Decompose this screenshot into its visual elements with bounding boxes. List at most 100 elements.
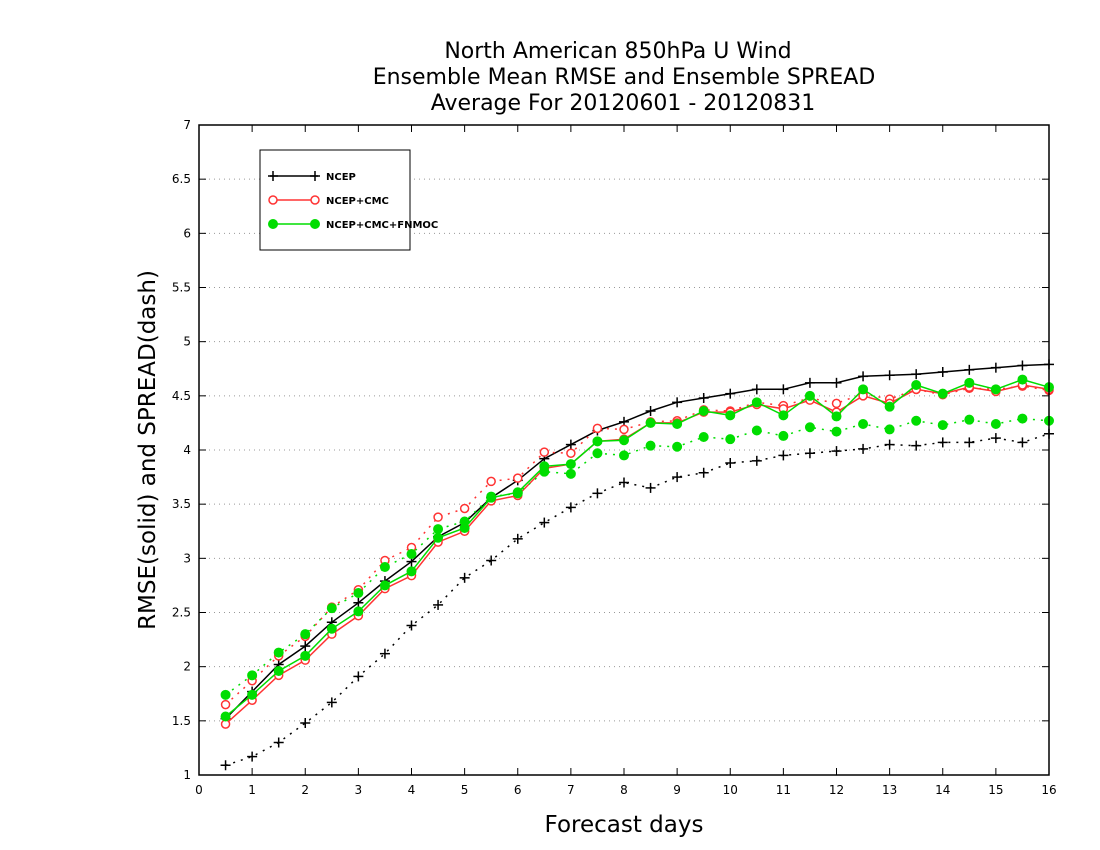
series-ncep-spread-point [565, 502, 576, 513]
y-tick-label: 5.5 [172, 281, 191, 295]
series-ncep-cmc-spread-line [225, 385, 1050, 706]
series-ncep-spread-point [858, 443, 869, 454]
series-ncep-rmse-point [831, 377, 842, 388]
series-ncep-cmc-fnmoc-rmse-point [698, 406, 709, 416]
series-ncep-cmc-spread-point [433, 512, 443, 522]
series-ncep-rmse-point [778, 384, 789, 395]
series-ncep-spread-point [433, 599, 444, 610]
series-ncep-rmse-point [884, 370, 895, 381]
series-ncep-cmc-fnmoc-spread-point [645, 440, 656, 451]
series-ncep-spread-point [300, 718, 311, 728]
series-ncep-cmc-fnmoc-rmse-point [592, 436, 603, 447]
series-ncep-cmc-fnmoc-spread-point [220, 689, 231, 700]
series-ncep-cmc-fnmoc-rmse-point [433, 532, 444, 543]
series-ncep-rmse-point [300, 641, 311, 652]
series-ncep-spread-point [539, 517, 550, 528]
series-ncep-cmc-fnmoc-rmse-line [225, 378, 1050, 718]
x-tick-label: 9 [673, 783, 681, 797]
series-ncep-cmc-fnmoc-rmse-point [406, 566, 417, 577]
y-tick-label: 1 [183, 768, 191, 782]
series-ncep-cmc-spread-point [486, 476, 496, 487]
legend-label: NCEP+CMC+FNMOC [326, 220, 438, 231]
series-ncep-cmc-fnmoc-spread-line [225, 417, 1050, 696]
series-ncep-spread-point [778, 450, 789, 461]
axis-ticks: 11.522.533.544.555.566.570 1 2 3 4 5 6 7 8 9 10 11 1… [172, 118, 1057, 797]
series-ncep-cmc-spread-point [539, 447, 550, 457]
x-axis-label: Forecast days [545, 812, 704, 838]
series-ncep-cmc-fnmoc-spread-point [247, 670, 258, 681]
series-ncep-spread-point [512, 533, 523, 544]
series-ncep-cmc-fnmoc-spread-point [273, 647, 284, 658]
series-ncep-cmc-fnmoc-spread-point [698, 432, 709, 442]
legend: NCEP NCEP+CMC NCEP+CMC+FNMOC [259, 149, 438, 251]
series-ncep-cmc-fnmoc-rmse-point [884, 401, 895, 412]
y-tick-label: 2 [183, 660, 191, 674]
series-ncep-cmc-fnmoc-spread-point [937, 420, 948, 431]
legend-marker [310, 195, 320, 205]
x-tick-label: 4 [408, 783, 416, 797]
y-tick-label: 4 [183, 443, 191, 457]
series-ncep-cmc-fnmoc-rmse-point [645, 417, 656, 428]
series-ncep-rmse-point [804, 377, 815, 388]
series-ncep-cmc-spread-point [566, 448, 576, 458]
series-ncep-rmse-point [1017, 360, 1028, 371]
series-ncep-cmc-fnmoc-spread-point [858, 419, 869, 429]
legend-marker [310, 219, 320, 229]
chart-title-line-3: Average For 20120601 - 20120831 [431, 91, 816, 116]
legend-marker [310, 171, 320, 181]
series-ncep-cmc-fnmoc-rmse-point [565, 459, 576, 470]
series-ncep-spread-point [247, 751, 258, 762]
series-ncep-rmse-point [964, 364, 975, 375]
x-tick-label: 14 [935, 783, 950, 797]
x-tick-label: 11 [776, 783, 791, 797]
y-tick-label: 1.5 [172, 714, 191, 728]
series-ncep-cmc-fnmoc-rmse-point [990, 384, 1001, 395]
x-tick-label: 12 [829, 783, 844, 797]
series-ncep-cmc-fnmoc-rmse-point [804, 390, 815, 401]
x-tick-label: 1 [248, 783, 256, 797]
series-ncep-cmc-fnmoc-spread-point [778, 430, 789, 441]
chart-title: North American 850hPa U Wind Ensemble Me… [373, 39, 876, 116]
series-ncep-cmc-fnmoc-spread-point [672, 441, 683, 452]
x-tick-label: 15 [988, 783, 1003, 797]
x-tick-label: 3 [355, 783, 363, 797]
series-ncep-cmc-fnmoc-spread-point [990, 419, 1001, 429]
series-ncep-cmc-spread-point [619, 424, 629, 435]
y-tick-label: 3 [183, 551, 191, 565]
series-ncep-cmc-fnmoc-spread-point [433, 524, 444, 535]
y-tick-label: 6.5 [172, 172, 191, 186]
series-ncep-spread-point [698, 467, 709, 478]
series-ncep-cmc-fnmoc-rmse-point [353, 606, 364, 617]
series-ncep-spread-point [937, 437, 948, 448]
y-tick-label: 5 [183, 335, 191, 349]
y-tick-label: 7 [183, 118, 191, 132]
series-ncep-spread-point [486, 555, 497, 566]
x-tick-label: 0 [195, 783, 203, 797]
series-ncep-cmc-fnmoc-rmse-point [1017, 374, 1028, 385]
series-ncep-spread-point [459, 572, 470, 583]
series-ncep-rmse-point [751, 384, 762, 395]
series-ncep-cmc-fnmoc-rmse-point [751, 397, 762, 408]
x-tick-label: 8 [620, 783, 628, 797]
series-ncep-cmc-fnmoc-spread-point [911, 415, 922, 426]
series-ncep-cmc-fnmoc-rmse-point [247, 689, 258, 700]
series-ncep-cmc-fnmoc-spread-point [406, 549, 417, 559]
series-ncep-spread-point [220, 760, 231, 771]
x-tick-label: 10 [723, 783, 738, 797]
series-ncep-cmc-fnmoc-rmse-point [300, 650, 311, 661]
series-ncep-spread-line [225, 433, 1050, 767]
x-tick-label: 7 [567, 783, 575, 797]
y-tick-label: 6 [183, 226, 191, 240]
series-ncep-cmc-fnmoc-spread-point [831, 426, 842, 437]
series-ncep-cmc-fnmoc-rmse-point [778, 410, 789, 421]
series [220, 359, 1054, 771]
series-ncep-cmc-fnmoc-rmse-point [273, 666, 284, 676]
series-ncep-cmc-fnmoc-rmse-point [831, 411, 842, 422]
series-ncep-spread-point [379, 648, 390, 659]
series-ncep-cmc-fnmoc-rmse-point [326, 623, 337, 634]
series-ncep-cmc-fnmoc-rmse-point [858, 384, 869, 395]
series-ncep-rmse-point [672, 397, 683, 408]
series-ncep-cmc-fnmoc-spread-point [326, 603, 337, 614]
series-ncep-rmse-point [725, 388, 736, 399]
